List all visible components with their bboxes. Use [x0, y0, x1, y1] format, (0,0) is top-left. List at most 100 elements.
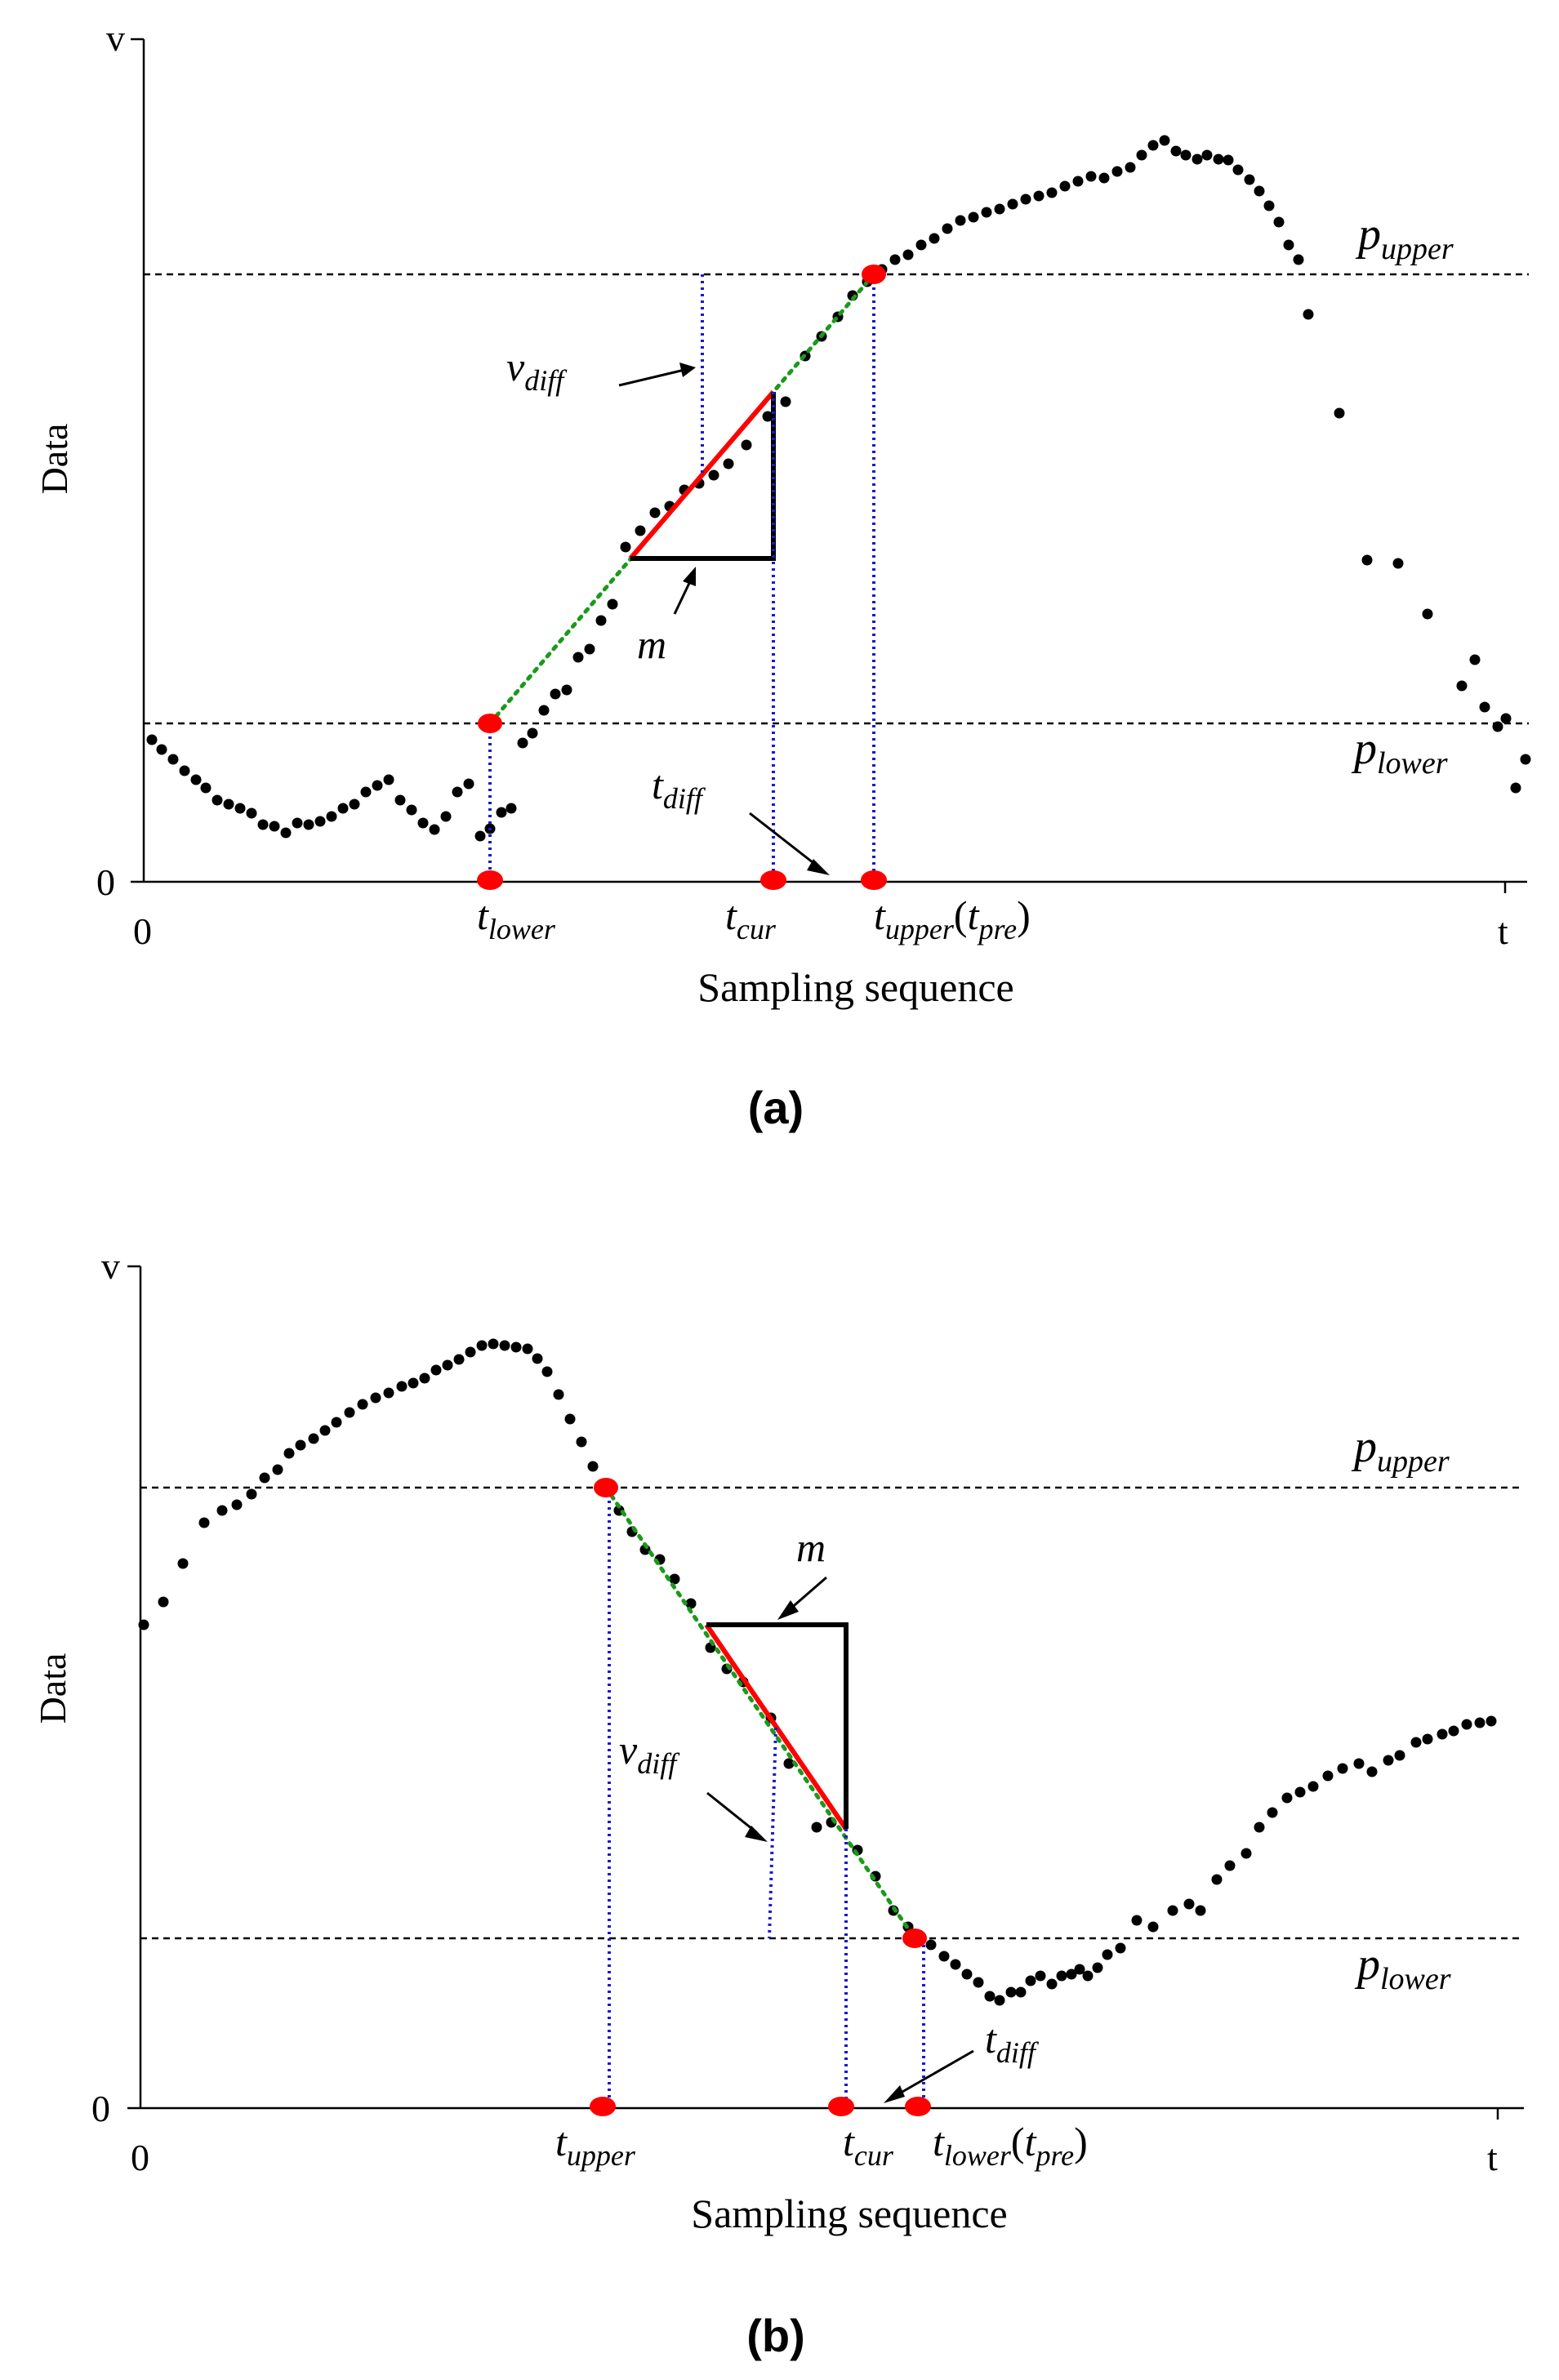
panel-b-data-point: [1437, 1728, 1448, 1740]
panel-a-data-point: [257, 819, 269, 830]
panel-b-arrow-vdiff: [706, 1791, 768, 1842]
panel-b-slope-triangle: [706, 1622, 849, 1829]
panel-b-data-point: [1322, 1770, 1334, 1782]
panel-b-data-point: [783, 1758, 795, 1769]
panel-b-data-point: [961, 1969, 973, 1980]
panel-a-data-point: [538, 705, 550, 716]
panel-b-vdiff-label: vdiff: [619, 1727, 680, 1780]
panel-a-data-point: [902, 249, 914, 260]
panel-b-data-point: [1005, 1986, 1017, 1998]
panel-a-marker-upper-intersect: [862, 265, 886, 284]
panel-a-data-point: [741, 439, 752, 451]
panel-b-data-point: [465, 1346, 476, 1358]
panel-a-t-upper-label: tupper(tpre): [874, 892, 1031, 945]
panel-b-data-point: [158, 1596, 169, 1608]
panel-b-data-point: [685, 1598, 697, 1609]
panel-a: v 0 0 t Data Sampling sequence pupper pl…: [33, 17, 1531, 1133]
panel-b-t-upper-label: tupper: [555, 2119, 636, 2172]
panel-a-slope-segment: [628, 390, 776, 560]
panel-a-data-point: [1254, 185, 1265, 197]
panel-b-marker-lower-intersect: [902, 1928, 927, 1948]
panel-a-data-point: [1059, 180, 1071, 192]
panel-a-data-point: [527, 727, 538, 739]
panel-a-data-point: [190, 774, 202, 785]
panel-a-data-point: [1392, 558, 1404, 569]
panel-b-data-point: [950, 1959, 961, 1970]
panel-b-data-point: [1025, 1975, 1036, 1986]
panel-b-data-point: [1195, 1905, 1206, 1916]
panel-a-data-point: [246, 807, 257, 819]
panel-a-data-point: [146, 734, 158, 745]
panel-a-data-point: [337, 803, 349, 814]
panel-b-x-end-tick: t: [1487, 2137, 1498, 2178]
panel-a-y-top-tick: v: [106, 17, 125, 59]
panel-a-data-point: [955, 215, 966, 226]
panel-b-data-point: [396, 1381, 408, 1392]
panel-a-slope-triangle: [630, 392, 776, 561]
panel-b-data-point: [1366, 1766, 1378, 1777]
panel-a-m-label: m: [637, 621, 666, 667]
panel-b-upper-label: pupper: [1351, 1421, 1450, 1479]
panel-b-data-point: [177, 1558, 189, 1569]
panel-a-data-point: [517, 737, 528, 749]
panel-b-data-point: [246, 1488, 257, 1500]
panel-a-data-point: [1125, 162, 1136, 173]
panel-a-data-point: [1273, 216, 1285, 228]
panel-a-data-point: [1520, 754, 1531, 765]
panel-b-y-zero-tick: 0: [91, 2088, 110, 2129]
panel-a-data-point: [1422, 608, 1433, 620]
panel-a-data-point: [506, 803, 517, 814]
panel-b-data-point: [419, 1372, 430, 1384]
panel-a-y-zero-tick: 0: [96, 861, 115, 903]
panel-b-data-point: [1015, 1986, 1027, 1998]
panel-b-caption: (b): [746, 2310, 805, 2361]
panel-a-data-point: [1111, 166, 1123, 177]
panel-a-data-point: [1244, 174, 1255, 185]
panel-a-data-point: [372, 780, 383, 791]
panel-b-data-point: [994, 1995, 1005, 2006]
panel-b-data-point: [259, 1472, 270, 1484]
panel-b-t-cur-label: tcur: [843, 2119, 894, 2172]
panel-a-data-point: [223, 799, 234, 810]
panel-a-data-point: [417, 817, 429, 829]
panel-b-data-point: [1092, 1962, 1103, 1973]
panel-b-data-point: [1410, 1737, 1422, 1748]
panel-a-data-point: [981, 207, 992, 218]
panel-b-data-point: [1211, 1874, 1223, 1885]
panel-a-data-point: [292, 817, 303, 829]
panel-b-data-point: [308, 1433, 319, 1444]
panel-a-data-point: [1201, 149, 1213, 161]
panel-a-x-end-tick: t: [1498, 910, 1508, 952]
panel-b-data-point: [1115, 1942, 1126, 1954]
panel-a-data-point: [780, 396, 791, 407]
panel-a-data-point: [429, 824, 440, 835]
panel-a-y-axis-label: Data: [33, 424, 75, 495]
panel-a-data-point: [1192, 153, 1203, 165]
panel-b-data-point: [1474, 1717, 1486, 1728]
panel-b-guide-vdiff: [768, 1727, 777, 1939]
panel-a-marker-t-lower: [477, 870, 503, 890]
panel-b-t-lower-label: tlower(tpre): [933, 2119, 1088, 2172]
panel-b-data-point: [283, 1448, 295, 1459]
panel-a-data-point: [595, 615, 607, 626]
panel-b-arrow-tdiff: [884, 2049, 974, 2103]
panel-a-data-point: [572, 652, 584, 663]
panel-b-data-point: [1035, 1970, 1046, 1982]
panel-a-data-point: [179, 765, 190, 776]
panel-a-x-axis-label: Sampling sequence: [697, 964, 1013, 1010]
panel-a-data-point: [561, 684, 572, 696]
panel-a-data-point: [968, 211, 979, 223]
panel-b-data-point: [1353, 1758, 1365, 1769]
panel-a-data-point: [620, 541, 631, 553]
panel-a-data-point: [452, 786, 463, 798]
panel-a-tdiff-label: tdiff: [652, 762, 706, 815]
panel-a-data-point: [1456, 680, 1468, 692]
panel-b-data-point: [1066, 1969, 1077, 1980]
panel-b-data-point: [522, 1343, 533, 1355]
panel-b-data-point: [198, 1517, 210, 1528]
panel-a-data-point: [360, 786, 372, 798]
panel-a-data-point: [1361, 554, 1373, 566]
panel-b-data-point: [576, 1436, 587, 1448]
panel-b-data-point: [331, 1417, 342, 1428]
panel-a-data-point: [303, 819, 314, 830]
